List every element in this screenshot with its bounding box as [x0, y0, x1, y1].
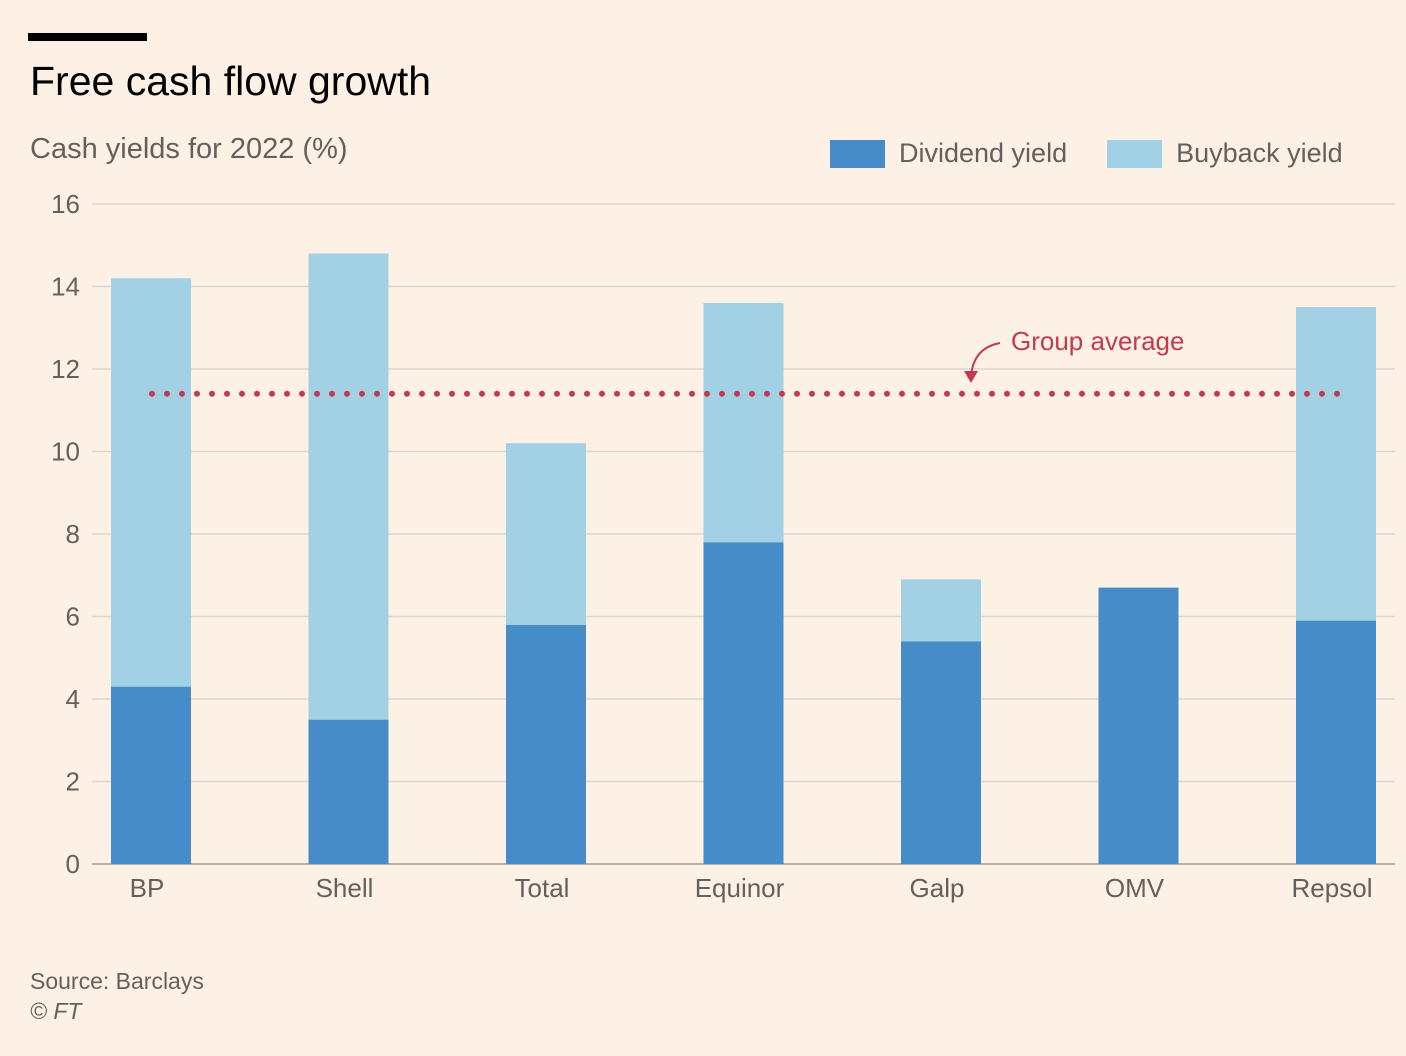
- legend-label-buyback: Buyback yield: [1176, 138, 1343, 168]
- bar-dividend-repsol: [1296, 620, 1376, 864]
- bar-buyback-galp: [901, 579, 981, 642]
- y-tick-label: 0: [66, 849, 80, 879]
- chart-title: Free cash flow growth: [30, 58, 432, 104]
- x-tick-label: OMV: [1105, 873, 1165, 903]
- annotation-arrowhead: [964, 371, 978, 383]
- x-tick-label: Galp: [910, 873, 965, 903]
- top-rule: [28, 33, 147, 41]
- legend-label-dividend: Dividend yield: [899, 138, 1068, 168]
- bar-dividend-bp: [111, 686, 191, 864]
- bar-dividend-galp: [901, 641, 981, 864]
- legend-item-dividend: Dividend yield: [830, 138, 1067, 169]
- x-tick-label: Shell: [316, 873, 374, 903]
- y-tick-label: 2: [66, 767, 80, 797]
- footer: Source: Barclays © FT: [30, 966, 204, 1026]
- y-tick-label: 14: [51, 272, 80, 302]
- dividend-swatch: [830, 139, 885, 168]
- group-average-label: Group average: [1011, 326, 1184, 356]
- buyback-swatch: [1107, 139, 1163, 168]
- bar-dividend-total: [506, 624, 586, 864]
- y-tick-label: 8: [66, 519, 80, 549]
- y-tick-label: 6: [66, 602, 80, 632]
- copyright-note: © FT: [30, 998, 82, 1024]
- legend-item-buyback: Buyback yield: [1107, 138, 1343, 169]
- bar-buyback-repsol: [1296, 307, 1376, 621]
- y-tick-label: 16: [51, 189, 80, 219]
- y-tick-label: 4: [66, 684, 80, 714]
- x-tick-label: BP: [130, 873, 165, 903]
- bar-buyback-bp: [111, 278, 191, 687]
- x-tick-label: Repsol: [1292, 873, 1373, 903]
- bar-buyback-shell: [308, 253, 389, 720]
- y-tick-label: 12: [51, 354, 80, 384]
- y-tick-label: 10: [51, 437, 80, 467]
- x-tick-label: Equinor: [695, 873, 785, 903]
- bar-buyback-equinor: [703, 303, 784, 543]
- source-note: Source: Barclays: [30, 968, 204, 994]
- bar-dividend-shell: [308, 719, 389, 864]
- x-tick-label: Total: [515, 873, 570, 903]
- chart-subtitle: Cash yields for 2022 (%): [30, 133, 348, 165]
- bar-dividend-equinor: [703, 542, 784, 864]
- bar-dividend-omv: [1098, 587, 1179, 864]
- bar-buyback-total: [506, 443, 586, 625]
- legend: Dividend yield Buyback yield: [830, 138, 1343, 169]
